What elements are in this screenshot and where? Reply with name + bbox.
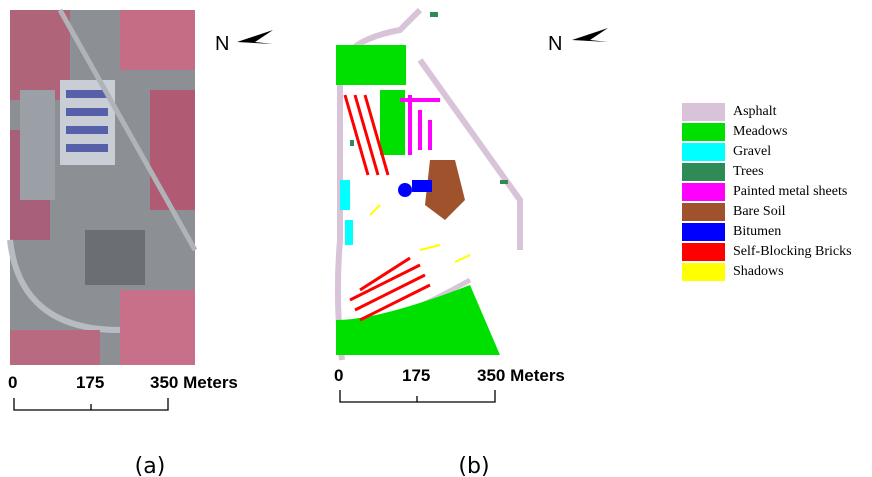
legend-swatch	[682, 143, 725, 161]
satellite-image	[10, 10, 195, 365]
scale-label: 175	[76, 373, 104, 392]
legend-label: Shadows	[733, 264, 784, 279]
scale-bar	[14, 390, 495, 410]
scale-label: 0	[334, 366, 343, 385]
figure: (a) N 0 175 350 Meters (b) N 0 175 350 Meters Asph…	[0, 0, 872, 477]
north-arrow	[237, 30, 273, 44]
legend-swatch	[682, 163, 725, 181]
legend-label: Gravel	[733, 144, 771, 159]
ground-truth-map	[336, 10, 520, 360]
legend-label: Bitumen	[733, 224, 781, 239]
legend-swatch	[682, 123, 725, 141]
legend-label: Meadows	[733, 124, 787, 139]
panel-label: (b)	[458, 454, 489, 477]
scale-label: 350 Meters	[477, 366, 565, 385]
legend-label: Bare Soil	[733, 204, 786, 219]
legend-label: Asphalt	[733, 104, 777, 119]
legend-swatch	[682, 223, 725, 241]
scale-label: 0	[8, 373, 17, 392]
legend-swatch	[682, 243, 725, 261]
north-arrow	[572, 28, 608, 42]
scale-label: 350 Meters	[150, 373, 238, 392]
legend-label: Painted metal sheets	[733, 184, 847, 199]
legend-swatch	[682, 263, 725, 281]
legend-swatch	[682, 183, 725, 201]
north-label: N	[215, 33, 229, 55]
legend-swatch	[682, 103, 725, 121]
legend-label: Self-Blocking Bricks	[733, 244, 852, 259]
legend-swatch	[682, 203, 725, 221]
legend-label: Trees	[733, 164, 764, 179]
north-label: N	[548, 33, 562, 55]
panel-label: (a)	[135, 454, 166, 477]
scale-label: 175	[402, 366, 430, 385]
